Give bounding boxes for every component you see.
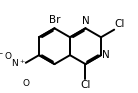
Text: Cl: Cl [80,80,91,90]
Text: N: N [102,50,109,60]
Text: $^-$O: $^-$O [0,50,12,61]
Text: N$^+$: N$^+$ [11,57,25,69]
Text: Cl: Cl [115,19,125,29]
Text: O: O [22,79,29,88]
Text: Br: Br [49,15,60,25]
Text: N: N [82,16,89,26]
